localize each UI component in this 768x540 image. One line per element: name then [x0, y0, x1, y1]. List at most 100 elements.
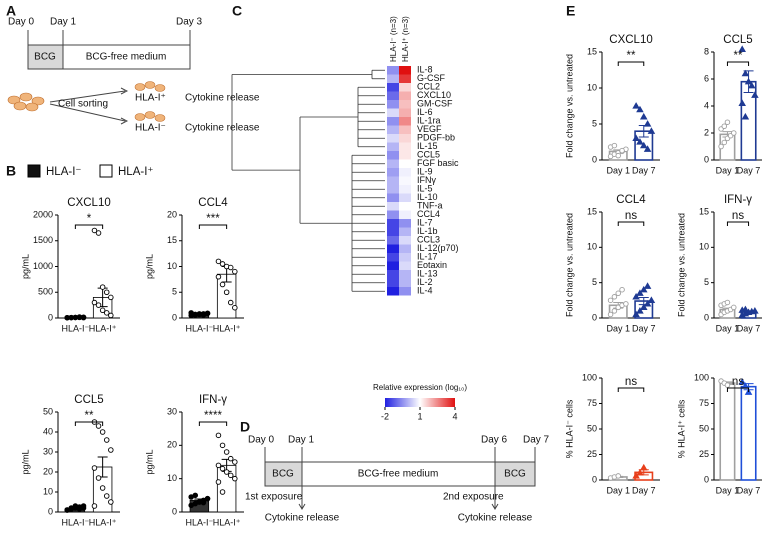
data-point [647, 296, 656, 303]
bar [740, 80, 757, 161]
data-point [227, 264, 234, 271]
significance-label: *** [206, 213, 220, 225]
data-point [72, 503, 79, 509]
heatmap-cell [387, 142, 399, 151]
heatmap-cell [387, 66, 399, 75]
heatmap-cell [399, 236, 411, 245]
data-point [636, 105, 644, 113]
heatmap-cell [387, 236, 399, 245]
y-tick-label: 500 [38, 287, 53, 297]
heatmap-cell [387, 185, 399, 194]
step-label: Cytokine release [458, 513, 533, 524]
heatmap-cell [387, 168, 399, 177]
data-point [721, 123, 728, 129]
x-tick-label: Day 7 [632, 323, 656, 333]
step-label: Cytokine release [185, 93, 260, 104]
data-point [99, 429, 106, 435]
row-label: IL-6 [417, 107, 433, 117]
y-tick-label: 1000 [33, 261, 53, 271]
x-tick-label: Day 7 [632, 485, 656, 495]
data-point [219, 442, 226, 449]
step-label: BCG-free medium [86, 52, 167, 63]
heatmap-cell [387, 83, 399, 92]
data-point [215, 432, 222, 439]
data-point [91, 227, 98, 234]
chart-title: CXCL10 [609, 34, 652, 46]
y-axis-label: pg/mL [144, 254, 154, 279]
data-point [95, 423, 102, 429]
data-point [615, 473, 621, 479]
heatmap-cell [399, 91, 411, 100]
data-point [232, 459, 238, 465]
heatmap-cell [387, 193, 399, 202]
y-tick-label: 2 [704, 127, 709, 137]
colorbar-tick-label: -2 [381, 411, 389, 421]
data-point [103, 437, 110, 443]
data-point [639, 463, 648, 471]
data-point [215, 274, 222, 280]
data-point [636, 307, 644, 314]
heatmap-cell [399, 168, 411, 177]
heatmap-cell [387, 210, 399, 219]
data-point [615, 152, 621, 159]
heatmap-cell [387, 125, 399, 134]
x-tick-label: Day 1 [716, 323, 740, 333]
data-point [636, 289, 644, 296]
data-point [623, 301, 629, 307]
heatmap-cell [387, 74, 399, 83]
y-tick-label: 50 [587, 423, 597, 433]
y-tick-label: 0 [48, 506, 53, 516]
significance-label: * [87, 213, 92, 225]
dendrogram [231, 69, 385, 292]
heatmap-cell [387, 202, 399, 211]
row-label: IL-4 [417, 286, 433, 296]
y-tick-label: 15 [167, 235, 177, 245]
y-axis-label: pg/mL [20, 449, 30, 474]
row-label: PDGF-bb [417, 133, 455, 143]
step-label: Cytokine release [265, 513, 340, 524]
significance-bracket [74, 224, 104, 229]
heatmap-cell [399, 227, 411, 236]
y-tick-label: 10 [587, 82, 597, 92]
significance-label: **** [204, 410, 222, 422]
timeline-a [27, 30, 191, 125]
x-tick-label: HLA-I⁺ [89, 517, 117, 527]
data-point [643, 120, 652, 127]
data-point [227, 299, 234, 306]
population-label: HLA-I⁻ [135, 123, 166, 134]
row-label: IL-8 [417, 65, 433, 75]
heatmap-cell [387, 159, 399, 168]
y-tick-label: 0 [48, 312, 53, 322]
day-label: Day 3 [176, 17, 203, 28]
step-label: BCG [272, 469, 294, 480]
heatmap-cell [387, 287, 399, 296]
column-label: HLA-I⁻ (n=3) [389, 16, 398, 62]
y-tick-label: 10 [167, 473, 177, 483]
day-label: Day 0 [8, 17, 35, 28]
step-label: BCG [504, 469, 526, 480]
data-point [219, 261, 226, 267]
data-point [619, 286, 625, 293]
data-point [91, 465, 98, 471]
dendrogram-branch [231, 70, 373, 292]
data-point [744, 77, 753, 85]
day-label: Day 0 [248, 435, 275, 446]
heatmap-cell [399, 117, 411, 126]
data-point [232, 268, 238, 275]
heatmap-cell [387, 253, 399, 262]
bar [740, 385, 757, 481]
row-label: IL-15 [417, 141, 438, 151]
y-axis-label: % HLA-I⁻ cells [564, 399, 574, 458]
data-point [108, 499, 114, 505]
row-label: CCL3 [417, 235, 440, 245]
y-axis-label: Fold change vs. untreated [676, 213, 686, 317]
step-label: 2nd exposure [443, 492, 504, 503]
data-point [619, 147, 625, 154]
y-tick-label: 10 [699, 242, 709, 252]
data-point [632, 102, 640, 109]
data-point [731, 304, 737, 311]
row-label: CCL5 [417, 150, 440, 160]
data-point [611, 294, 618, 300]
heatmap-cell [387, 117, 399, 126]
heatmap-cell [399, 210, 411, 219]
